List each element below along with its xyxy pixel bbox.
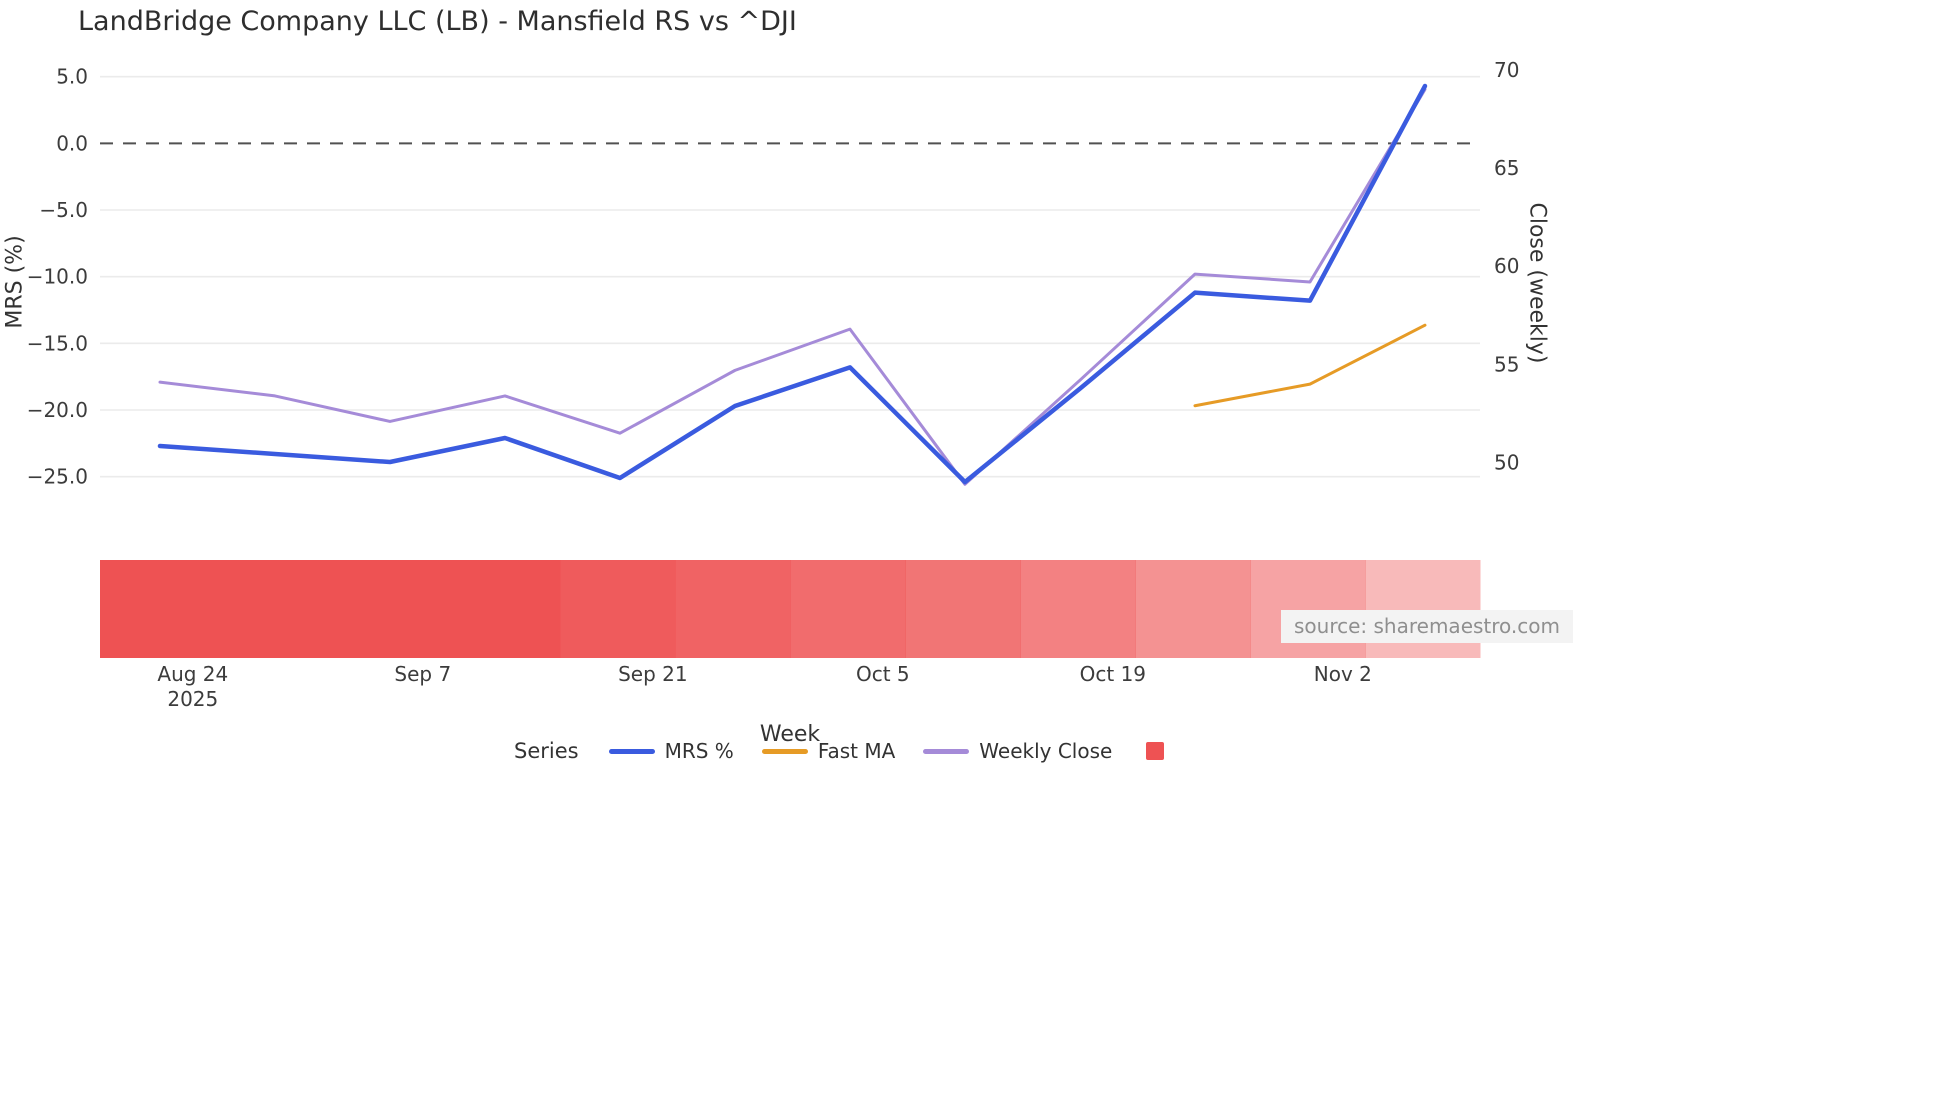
heat-strip-cell (1135, 560, 1251, 658)
mrs-line-swatch (608, 748, 655, 754)
heat-strip-cell (905, 560, 1021, 658)
right-tick-label: 55 (1494, 352, 1519, 376)
legend-item-weekly-close[interactable]: Weekly Close (923, 739, 1112, 763)
x-tick-label: Nov 2 (1314, 662, 1372, 686)
source-note: source: sharemaestro.com (1281, 610, 1573, 643)
x-tick-label: Oct 5 (856, 662, 910, 686)
left-tick-label: −25.0 (27, 465, 88, 489)
heat-strip-cell (330, 560, 446, 658)
source-note-text: source: sharemaestro.com (1294, 614, 1560, 638)
series-line-mrs- (157, 83, 1428, 485)
series-line-fast-ma (1193, 323, 1427, 408)
right-tick-label: 70 (1494, 58, 1519, 82)
heat-strip-square-swatch (1146, 742, 1165, 760)
right-axis-title: Close (weekly) (1524, 202, 1550, 364)
left-tick-label: −15.0 (27, 331, 88, 355)
heat-strip-cell (1250, 560, 1366, 658)
x-tick-label: Sep 21 (618, 662, 688, 686)
heat-strip-cell (790, 560, 906, 658)
left-axis-title: MRS (%) (2, 235, 28, 329)
heat-strip-cell (215, 560, 331, 658)
weekly-close-line-swatch (923, 748, 970, 754)
legend-label-weekly-close: Weekly Close (979, 739, 1113, 763)
x-tick-label: Aug 24 (157, 662, 228, 686)
heat-strip-cell (1020, 560, 1136, 658)
right-tick-label: 65 (1494, 156, 1519, 180)
heat-strip-cell (560, 560, 676, 658)
x-tick-sublabel: 2025 (167, 687, 218, 711)
left-tick-label: 0.0 (56, 131, 88, 155)
left-tick-label: 5.0 (56, 65, 88, 89)
x-tick-label: Oct 19 (1080, 662, 1146, 686)
fast-ma-line-swatch (761, 748, 808, 754)
left-tick-label: −5.0 (39, 198, 88, 222)
x-axis-title: Week (759, 722, 821, 747)
heat-strip-cell (100, 560, 216, 658)
heat-strip-cell (1365, 560, 1481, 658)
heat-strip-cell (675, 560, 791, 658)
left-tick-label: −10.0 (27, 265, 88, 289)
legend-title: Series (514, 739, 579, 763)
legend-item-mrs[interactable]: MRS % (608, 739, 734, 763)
legend-label-fast-ma: Fast MA (817, 739, 896, 763)
chart-title: LandBridge Company LLC (LB) - Mansfield … (78, 6, 797, 37)
x-tick-label: Sep 7 (394, 662, 451, 686)
right-tick-label: 60 (1494, 254, 1519, 278)
legend-item-heat-strip[interactable] (1140, 742, 1165, 760)
legend-label-mrs: MRS % (664, 739, 734, 763)
legend-item-fast-ma[interactable]: Fast MA (761, 739, 896, 763)
right-tick-label: 50 (1494, 451, 1519, 475)
legend: Series MRS % Fast MA Weekly Close (514, 736, 1165, 766)
left-tick-label: −20.0 (27, 398, 88, 422)
series-line-weekly-close (158, 87, 1427, 486)
heat-strip-cell (445, 560, 561, 658)
